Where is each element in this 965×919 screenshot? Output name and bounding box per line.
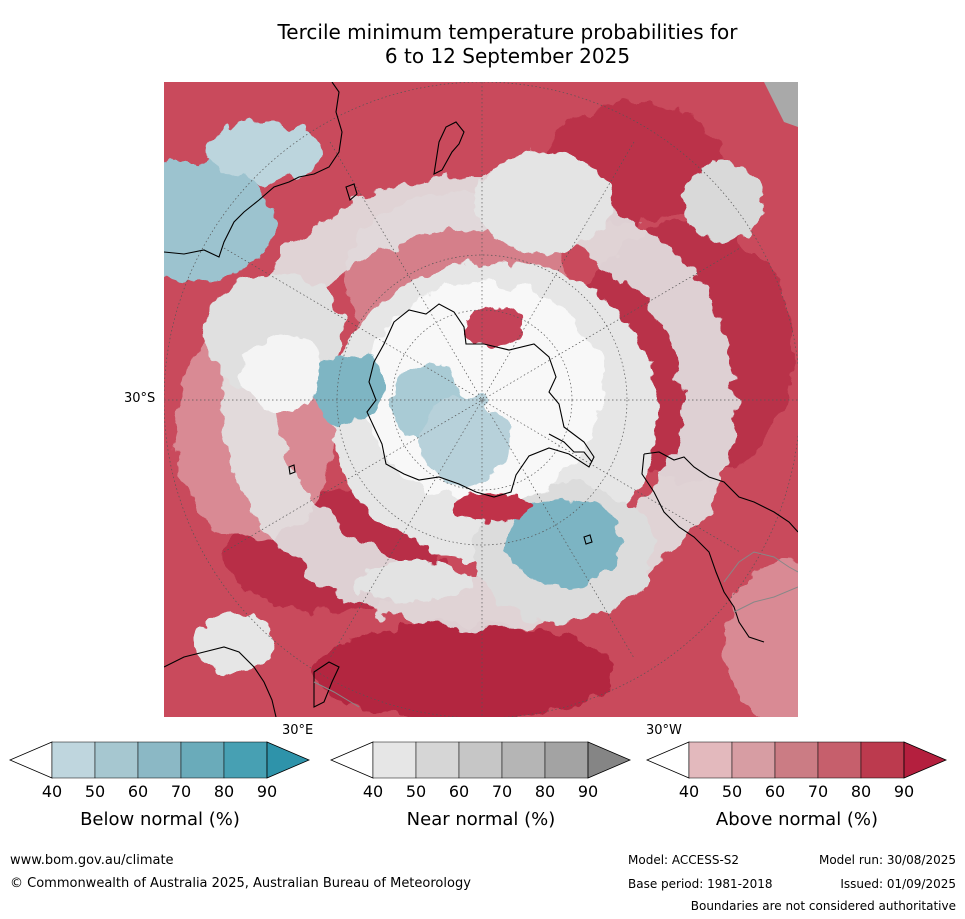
model-run-text: Model run: 30/08/2025 (818, 853, 956, 867)
colorbar-tick-label: 80 (850, 782, 872, 801)
colorbar-extend-low (329, 741, 374, 779)
title-line-2: 6 to 12 September 2025 (384, 44, 631, 68)
colorbar-tick-label: 80 (213, 782, 235, 801)
colorbar-bin (415, 741, 460, 779)
borders (313, 551, 798, 708)
colorbar-bin (544, 741, 589, 779)
graticule (164, 82, 798, 717)
chart-title: Tercile minimum temperature probabilitie… (0, 20, 965, 68)
issued-text: Issued: 01/09/2025 (840, 877, 956, 891)
polar-probability-map (164, 82, 798, 717)
colorbar-tick-label: 70 (491, 782, 513, 801)
base-period-text: Base period: 1981-2018 (628, 877, 773, 891)
model-text: Model: ACCESS-S2 (628, 853, 740, 867)
colorbar-tick-label: 90 (256, 782, 278, 801)
coastlines (164, 82, 798, 717)
colorbar-bin (501, 741, 546, 779)
colorbar-tick-label: 60 (448, 782, 470, 801)
colorbar-tick-label: 60 (127, 782, 149, 801)
website-link[interactable]: www.bom.gov.au/climate (10, 853, 174, 868)
probability-field (164, 102, 798, 717)
no-data-region (764, 82, 798, 127)
colorbar-bin (817, 741, 862, 779)
colorbar-near-ticks: 40 50 60 70 80 90 (331, 782, 651, 802)
colorbar-tick-label: 50 (721, 782, 743, 801)
colorbar-tick-label: 90 (577, 782, 599, 801)
colorbar-below-title: Below normal (%) (80, 809, 240, 830)
colorbar-tick-label: 90 (893, 782, 915, 801)
colorbar-tick-label: 40 (41, 782, 63, 801)
colorbar-bin (223, 741, 268, 779)
colorbar-extend-high (903, 741, 948, 779)
map-svg (164, 82, 798, 717)
colorbar-tick-label: 50 (84, 782, 106, 801)
colorbar-above-ticks: 40 50 60 70 80 90 (647, 782, 965, 802)
colorbar-near-normal (329, 741, 632, 779)
colorbar-bin (51, 741, 96, 779)
probability-detail (194, 162, 764, 672)
title-line-1: Tercile minimum temperature probabilitie… (277, 20, 738, 44)
longitude-label-30e: 30°E (282, 723, 314, 738)
colorbar-bin (180, 741, 225, 779)
colorbar-bin (688, 741, 733, 779)
latitude-label-30s: 30°S (124, 391, 156, 406)
colorbar-tick-label: 60 (764, 782, 786, 801)
colorbar-extend-high (266, 741, 311, 779)
colorbar-bin (731, 741, 776, 779)
boundaries-disclaimer: Boundaries are not considered authoritat… (690, 899, 956, 913)
colorbar-bin (94, 741, 139, 779)
colorbar-near-title: Near normal (%) (406, 809, 556, 830)
colorbar-tick-label: 70 (170, 782, 192, 801)
colorbar-tick-label: 50 (405, 782, 427, 801)
colorbar-below-normal (8, 741, 311, 779)
copyright-text: © Commonwealth of Australia 2025, Austra… (10, 876, 471, 891)
colorbar-extend-low (8, 741, 53, 779)
colorbar-below-ticks: 40 50 60 70 80 90 (10, 782, 330, 802)
colorbar-bin (372, 741, 417, 779)
colorbar-bin (137, 741, 182, 779)
colorbar-bin (774, 741, 819, 779)
colorbar-tick-label: 80 (534, 782, 556, 801)
colorbar-extend-high (587, 741, 632, 779)
colorbar-bin (860, 741, 905, 779)
colorbar-above-normal (645, 741, 948, 779)
colorbar-tick-label: 70 (807, 782, 829, 801)
colorbar-bin (458, 741, 503, 779)
colorbar-above-title: Above normal (%) (715, 809, 879, 830)
longitude-label-30w: 30°W (646, 723, 682, 738)
colorbar-extend-low (645, 741, 690, 779)
colorbar-tick-label: 40 (362, 782, 384, 801)
colorbar-tick-label: 40 (678, 782, 700, 801)
